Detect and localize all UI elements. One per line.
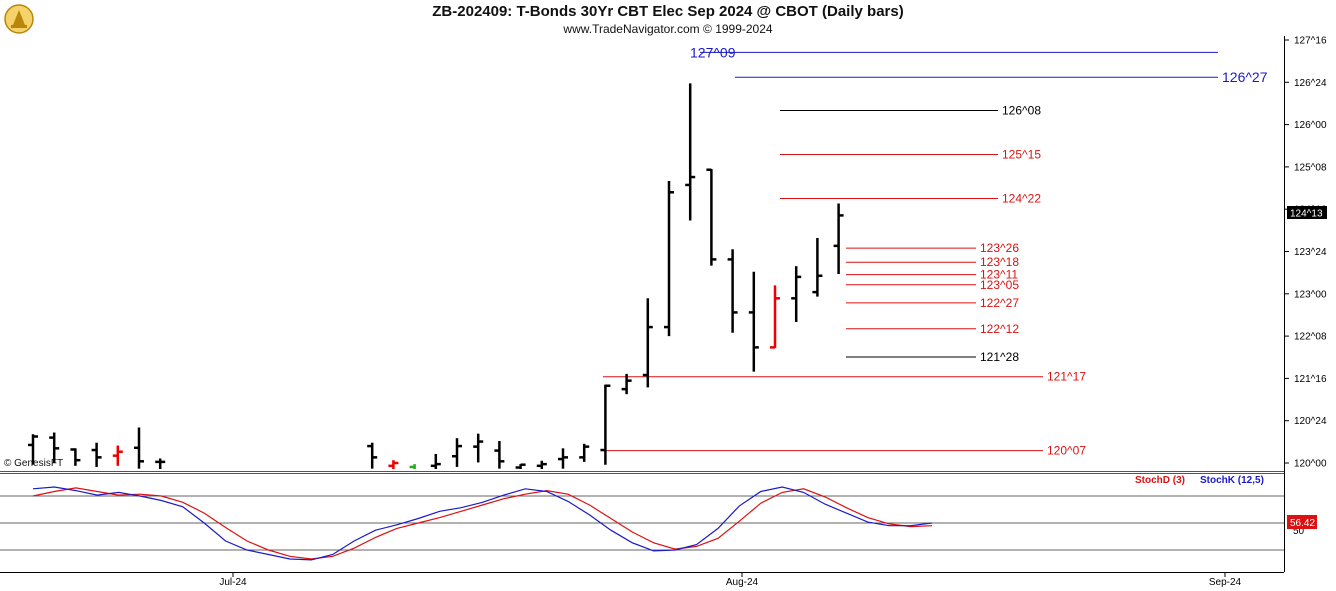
stoch-tick-label: 50	[1293, 526, 1305, 537]
price-tick-label: 120^00	[1294, 459, 1327, 470]
level-label: 124^22	[1002, 191, 1041, 205]
level-label: 126^08	[1002, 104, 1041, 118]
level-label: 127^09	[690, 44, 736, 60]
price-tick-label: 120^24	[1294, 416, 1327, 427]
level-label: 121^28	[980, 350, 1019, 364]
level-label: 122^27	[980, 296, 1019, 310]
date-tick-label: Aug-24	[726, 577, 759, 588]
level-label: 121^17	[1047, 370, 1086, 384]
level-label: 123^11	[980, 268, 1018, 282]
level-label: 120^07	[1047, 444, 1086, 458]
price-axis-ticks: 127^16126^24126^00125^08124^16123^24123^…	[1284, 36, 1327, 470]
stoch-d-legend: StochD (3)	[1135, 475, 1185, 486]
level-label: 123^26	[980, 241, 1019, 255]
price-tick-label: 126^00	[1294, 120, 1327, 131]
last-price-label: 124^13	[1290, 209, 1323, 220]
stoch-k-line	[32, 486, 933, 561]
date-axis-ticks: Jul-24 Aug-24 Sep-24	[219, 572, 1242, 588]
last-price-badge	[1287, 206, 1327, 219]
copyright-label: © GenesisFT	[4, 458, 64, 469]
level-label: 125^15	[1002, 147, 1041, 161]
price-tick-label: 125^08	[1294, 162, 1327, 173]
stochastic-panel	[0, 486, 1284, 561]
price-bars	[28, 83, 844, 469]
level-lines: 127^09126^27126^08125^15124^22123^26123^…	[603, 44, 1268, 458]
level-label: 123^18	[980, 255, 1019, 269]
level-label: 126^27	[1222, 69, 1268, 85]
level-label: 123^05	[980, 278, 1019, 292]
trade-navigator-logo-icon	[3, 3, 35, 35]
chart-title: ZB-202409: T-Bonds 30Yr CBT Elec Sep 202…	[432, 3, 904, 20]
price-tick-label: 126^24	[1294, 78, 1327, 89]
price-tick-label: 123^24	[1294, 247, 1327, 258]
date-tick-label: Jul-24	[219, 577, 247, 588]
price-tick-label: 121^16	[1294, 374, 1327, 385]
date-tick-label: Sep-24	[1209, 577, 1242, 588]
level-label: 122^12	[980, 322, 1019, 336]
stoch-badge-label: 56.42	[1290, 518, 1315, 529]
price-tick-label: 122^08	[1294, 332, 1327, 343]
stoch-k-legend: StochK (12,5)	[1200, 475, 1264, 486]
price-tick-label: 123^00	[1294, 289, 1327, 300]
stoch-badge	[1287, 515, 1317, 529]
chart-header: ZB-202409: T-Bonds 30Yr CBT Elec Sep 202…	[0, 0, 1336, 38]
stoch-d-line	[32, 487, 933, 560]
chart-subtitle: www.TradeNavigator.com © 1999-2024	[563, 22, 773, 36]
plot-background	[0, 36, 1284, 572]
price-tick-label: 127^16	[1294, 36, 1327, 47]
